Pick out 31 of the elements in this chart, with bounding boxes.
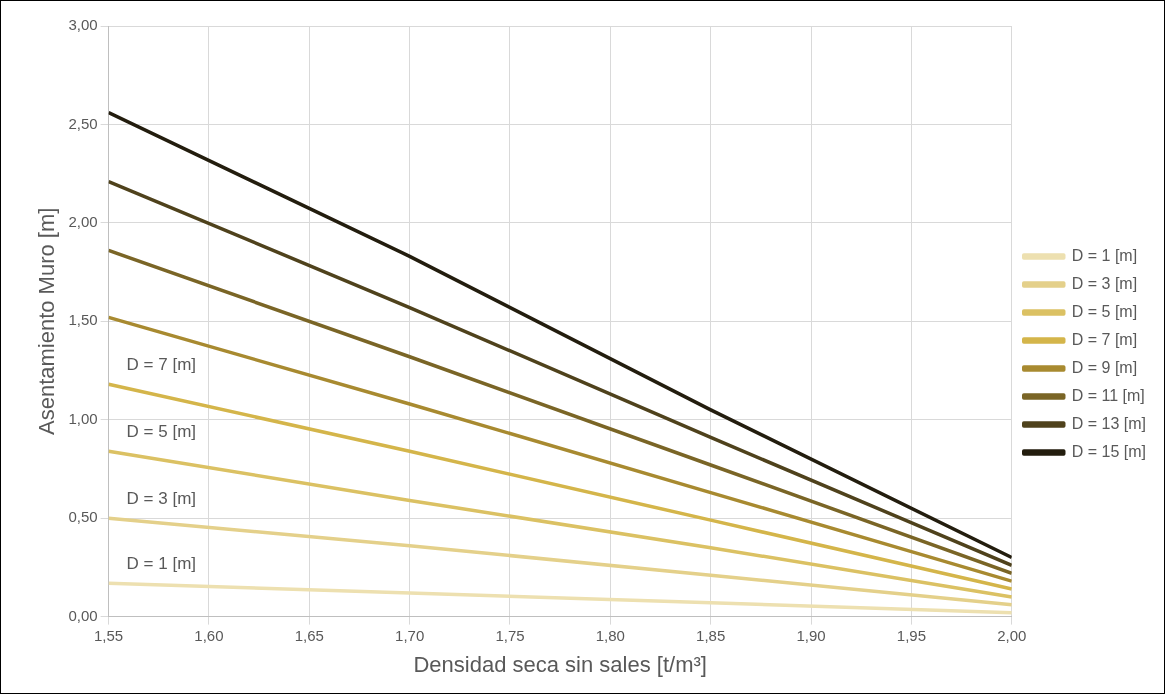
legend-label: D = 13 [m]	[1071, 414, 1146, 432]
x-axis-title: Densidad seca sin sales [t/m³]	[413, 651, 707, 677]
annotation: D = 3 [m]	[126, 489, 197, 509]
legend-label: D = 3 [m]	[1071, 274, 1138, 292]
y-tick-label: 0,00	[68, 606, 98, 624]
legend-label: D = 7 [m]	[1071, 330, 1138, 348]
y-tick-label: 3,00	[68, 16, 98, 34]
annotation: D = 1 [m]	[126, 554, 197, 574]
x-tick-label: 1,90	[796, 626, 826, 644]
legend-label: D = 5 [m]	[1071, 302, 1138, 320]
legend-label: D = 11 [m]	[1071, 386, 1145, 404]
x-tick-label: 1,70	[395, 626, 425, 644]
y-tick-label: 1,00	[68, 409, 98, 427]
x-tick-label: 1,65	[294, 626, 324, 644]
y-tick-label: 2,50	[68, 114, 98, 132]
y-tick-label: 1,50	[68, 311, 98, 329]
x-tick-label: 1,60	[194, 626, 224, 644]
legend-label: D = 15 [m]	[1071, 442, 1146, 460]
x-tick-label: 1,80	[595, 626, 625, 644]
annotation: D = 7 [m]	[126, 355, 197, 375]
y-tick-label: 2,00	[68, 213, 98, 231]
x-tick-label: 1,55	[93, 626, 124, 644]
x-tick-label: 1,95	[896, 626, 926, 644]
legend-label: D = 9 [m]	[1071, 358, 1138, 376]
y-tick-label: 0,50	[68, 508, 98, 526]
x-tick-label: 2,00	[997, 626, 1027, 644]
y-axis-title: Asentamiento Muro [m]	[34, 207, 60, 436]
x-tick-label: 1,85	[696, 626, 726, 644]
annotation: D = 5 [m]	[126, 422, 197, 442]
legend-label: D = 1 [m]	[1071, 246, 1138, 264]
x-tick-label: 1,75	[495, 626, 525, 644]
